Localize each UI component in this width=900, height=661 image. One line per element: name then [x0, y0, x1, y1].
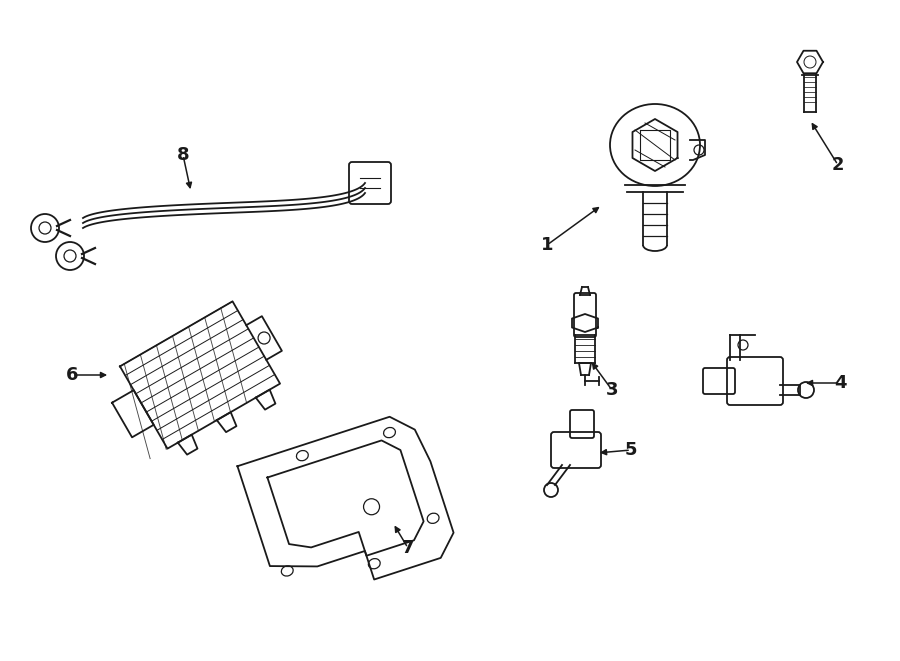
- Text: 2: 2: [832, 156, 844, 174]
- Text: 7: 7: [401, 539, 414, 557]
- Circle shape: [31, 214, 59, 242]
- Text: 4: 4: [833, 374, 846, 392]
- Text: 3: 3: [606, 381, 618, 399]
- Text: 1: 1: [541, 236, 554, 254]
- Text: 6: 6: [66, 366, 78, 384]
- Circle shape: [56, 242, 84, 270]
- Text: 5: 5: [625, 441, 637, 459]
- Text: 8: 8: [176, 146, 189, 164]
- FancyBboxPatch shape: [574, 293, 596, 337]
